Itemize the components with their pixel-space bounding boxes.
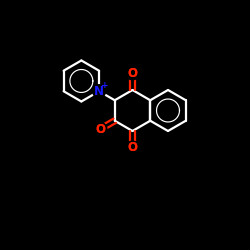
- Text: +: +: [101, 81, 109, 90]
- Text: O: O: [95, 123, 105, 136]
- Text: O: O: [128, 67, 138, 80]
- Text: O: O: [128, 67, 138, 80]
- Circle shape: [92, 85, 106, 98]
- Text: O: O: [128, 141, 138, 154]
- Circle shape: [94, 123, 107, 136]
- Circle shape: [126, 141, 139, 154]
- Text: N: N: [94, 85, 104, 98]
- Circle shape: [94, 123, 107, 136]
- Circle shape: [126, 67, 139, 80]
- Text: O: O: [128, 141, 138, 154]
- Circle shape: [126, 67, 139, 80]
- Circle shape: [126, 141, 139, 154]
- Text: O: O: [95, 123, 105, 136]
